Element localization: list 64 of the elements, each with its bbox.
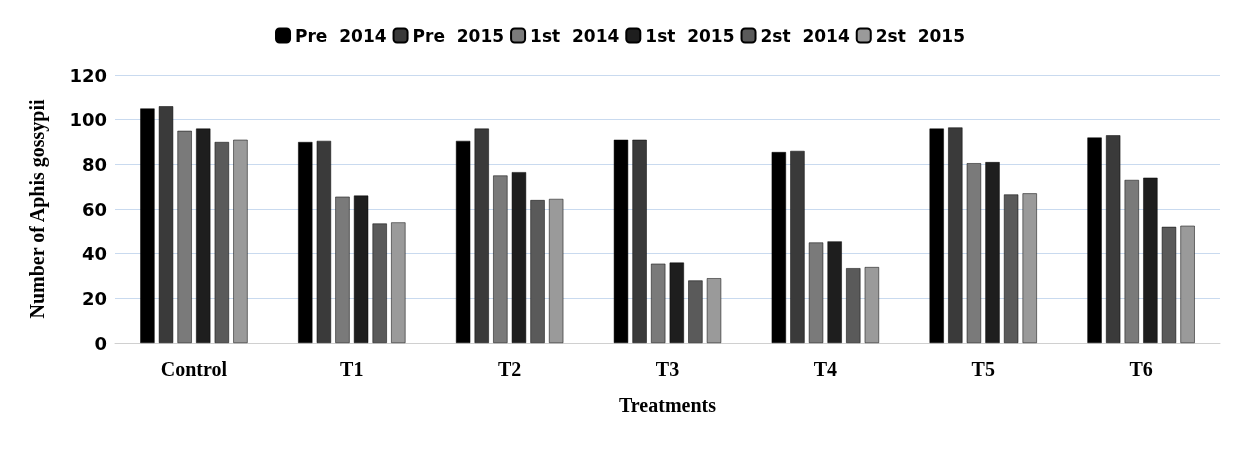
y-tick-label: 40 — [81, 243, 107, 265]
bar — [196, 128, 211, 343]
bar — [827, 241, 842, 343]
x-tick-label: T4 — [813, 358, 838, 380]
x-tick-label: T3 — [655, 358, 680, 380]
x-tick-label: Control — [160, 358, 228, 380]
bar — [688, 280, 703, 343]
bar — [632, 139, 647, 343]
bar — [669, 262, 684, 343]
bar — [474, 128, 489, 343]
legend-label: 2st 2014 — [760, 25, 850, 46]
bar — [1087, 137, 1102, 343]
bar — [706, 278, 722, 343]
legend-label: 1st 2015 — [645, 25, 735, 46]
bar — [1143, 177, 1158, 343]
legend-label: Pre 2014 — [295, 25, 387, 46]
y-tick-label: 100 — [69, 109, 107, 131]
bar — [1180, 225, 1195, 343]
bar — [1106, 135, 1121, 343]
y-tick-label: 120 — [69, 64, 107, 86]
y-axis-title: Number of Aphis gossypii — [26, 99, 49, 319]
bar — [455, 140, 471, 343]
x-tick-label: T1 — [340, 358, 364, 380]
bar — [929, 128, 944, 343]
bar — [771, 152, 786, 343]
bar — [1161, 226, 1177, 343]
bar — [864, 267, 880, 343]
bar — [846, 268, 861, 343]
bar — [493, 175, 508, 343]
bar — [549, 198, 564, 343]
x-tick-label: T5 — [971, 358, 995, 380]
bar — [353, 195, 369, 343]
bar — [1124, 179, 1139, 343]
y-tick-label: 20 — [81, 287, 107, 309]
bar — [511, 172, 527, 343]
bar — [298, 142, 313, 343]
bar — [335, 196, 350, 343]
bar — [808, 242, 824, 343]
bar — [158, 106, 174, 343]
bar — [613, 139, 629, 343]
bar — [233, 139, 248, 343]
bar — [651, 263, 666, 343]
bar — [1003, 194, 1019, 343]
bar — [966, 163, 982, 343]
bar — [391, 222, 406, 343]
legend-label: Pre 2015 — [412, 25, 505, 46]
x-tick-label: T6 — [1129, 358, 1153, 380]
bar — [530, 200, 545, 343]
bar — [985, 162, 1000, 343]
legend-label: 1st 2014 — [530, 25, 620, 46]
bar — [214, 142, 229, 343]
x-tick-label: T2 — [497, 358, 522, 380]
bar — [140, 108, 155, 343]
y-tick-label: 80 — [81, 153, 107, 175]
y-tick-label: 0 — [94, 332, 107, 354]
x-axis-title: Treatments — [618, 394, 717, 416]
bar — [177, 130, 192, 343]
legend-label: 2st 2015 — [875, 25, 965, 46]
bar — [790, 150, 805, 343]
bar — [948, 127, 963, 343]
bar — [372, 223, 387, 343]
bar — [1022, 193, 1037, 343]
bar — [316, 140, 332, 343]
y-tick-label: 60 — [81, 198, 107, 220]
